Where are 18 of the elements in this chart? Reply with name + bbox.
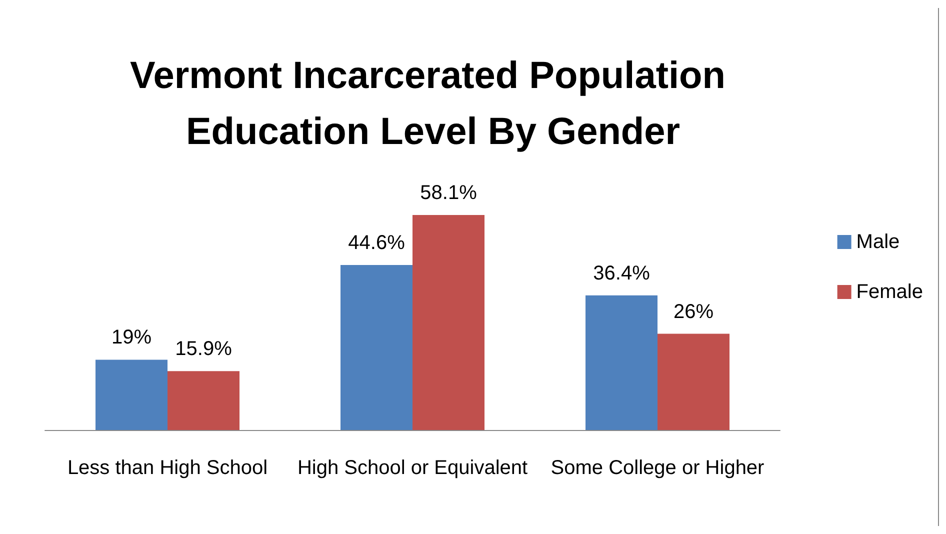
data-label: 36.4%	[593, 262, 650, 284]
data-label: 15.9%	[175, 338, 232, 360]
legend-label: Female	[856, 281, 924, 303]
x-tick-label: Less than High School	[67, 457, 268, 479]
bar	[168, 371, 240, 430]
x-tick-label: Some College or Higher	[550, 457, 765, 479]
x-tick-label: High School or Equivalent	[297, 457, 528, 479]
bar	[412, 215, 484, 430]
bar	[96, 360, 168, 430]
bar	[658, 334, 730, 430]
data-label: 58.1%	[420, 182, 478, 204]
data-label: 44.6%	[348, 232, 406, 254]
bar	[586, 295, 658, 430]
bar	[340, 264, 412, 430]
data-label: 26%	[673, 300, 714, 323]
legend-label: Male	[856, 231, 900, 253]
data-label: 19%	[111, 326, 152, 349]
chart-title: Vermont Incarcerated Population Education Level By Gender	[130, 55, 736, 153]
